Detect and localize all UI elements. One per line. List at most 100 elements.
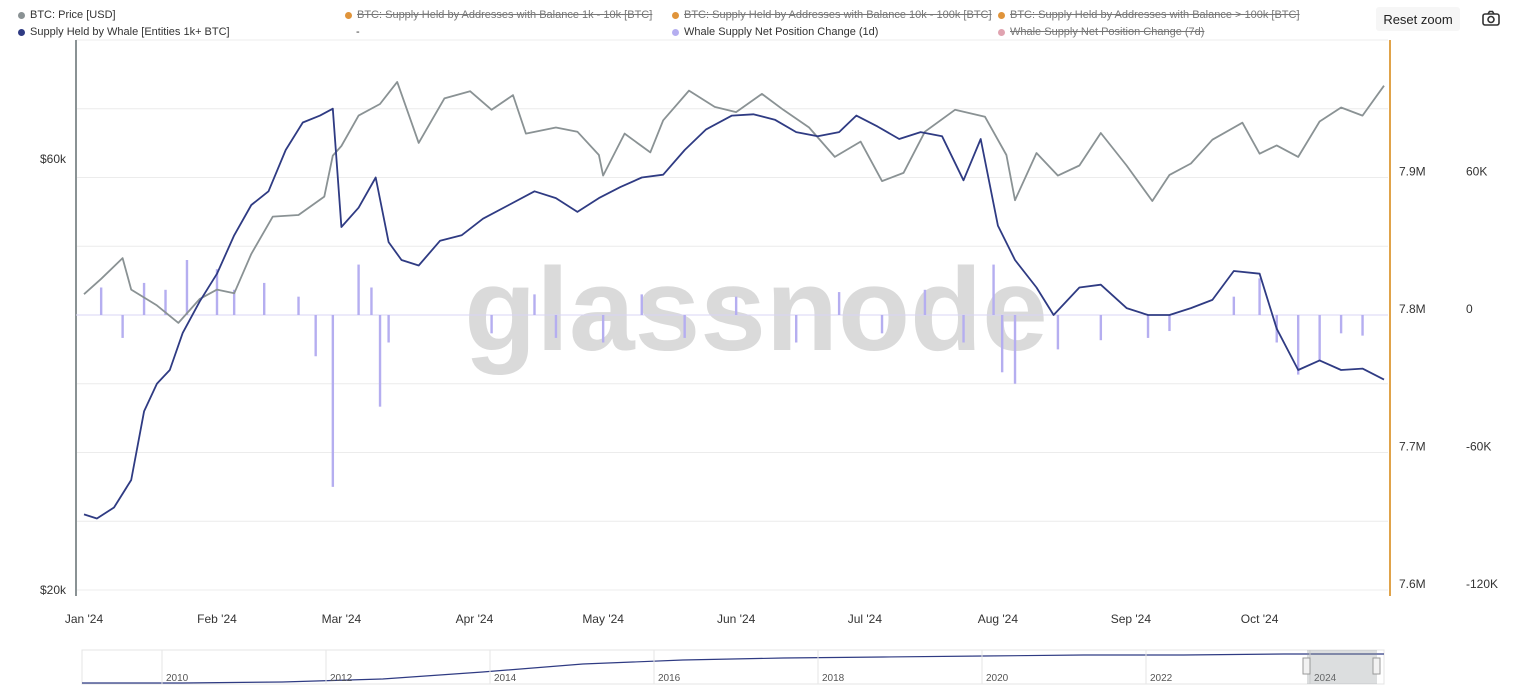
legend-item-net-change-7d[interactable]: Whale Supply Net Position Change (7d) (998, 26, 1204, 38)
bar (1168, 315, 1171, 332)
bar (923, 289, 927, 315)
legend-item-net-change-1d[interactable]: Whale Supply Net Position Change (1d) (672, 26, 878, 38)
bar (1099, 315, 1103, 341)
legend-item-whale-supply[interactable]: Supply Held by Whale [Entities 1k+ BTC] (18, 26, 230, 38)
y-tick-change: -120K (1466, 577, 1498, 591)
bar (1000, 315, 1004, 373)
navigator-handle-right[interactable] (1372, 657, 1381, 675)
y-tick-change: -60K (1466, 440, 1491, 454)
x-tick-label: Jul '24 (848, 612, 883, 626)
bar (1318, 315, 1321, 361)
y-tick-change: 60K (1466, 165, 1487, 179)
legend-dot (998, 28, 1005, 36)
navigator-handle-left[interactable] (1302, 657, 1311, 675)
reset-zoom-button[interactable]: Reset zoom (1376, 7, 1460, 31)
bar (99, 287, 103, 315)
bar (297, 296, 300, 315)
watermark: glassnode (464, 244, 1048, 376)
whale-supply-line (83, 107, 1385, 520)
legend-item-dash: - (356, 26, 360, 38)
legend-dot (672, 28, 679, 36)
legend-dot (18, 28, 25, 36)
navigator-frame (81, 649, 1385, 685)
legend-dot (998, 11, 1005, 19)
bar (640, 294, 643, 315)
legend-dot (345, 11, 352, 19)
bar (378, 315, 382, 407)
legend-dot (672, 11, 679, 19)
legend-label: BTC: Supply Held by Addresses with Balan… (684, 9, 992, 21)
bar (683, 315, 686, 338)
navigator-line (82, 653, 1384, 684)
x-tick-label: Jun '24 (717, 612, 756, 626)
navigator-label: 2022 (1150, 673, 1173, 684)
legend-item-btc-price[interactable]: BTC: Price [USD] (18, 9, 116, 21)
x-tick-label: May '24 (582, 612, 624, 626)
y-tick-change: 0 (1466, 302, 1473, 316)
x-tick-label: Feb '24 (197, 612, 237, 626)
y-tick-supply: 7.8M (1399, 302, 1426, 316)
bar (962, 315, 965, 343)
bar (601, 315, 605, 343)
navigator-label: 2018 (822, 673, 845, 684)
x-tick-label: Jan '24 (65, 612, 104, 626)
bar (370, 287, 373, 315)
navigator-label: 2012 (330, 673, 353, 684)
x-tick-label: Sep '24 (1111, 612, 1152, 626)
bar (262, 282, 266, 315)
price-line (83, 81, 1385, 324)
x-tick-label: Oct '24 (1241, 612, 1279, 626)
bar (1296, 315, 1300, 375)
legend-label: BTC: Supply Held by Addresses with Balan… (1010, 9, 1300, 21)
x-tick-label: Apr '24 (456, 612, 494, 626)
y-tick-supply: 7.7M (1399, 440, 1426, 454)
gridlines (76, 39, 1388, 591)
navigator-label: 2020 (986, 673, 1009, 684)
bar (1339, 315, 1343, 334)
navigator-label: 2014 (494, 673, 517, 684)
bar (215, 269, 219, 315)
legend-item-supply-1k-10k[interactable]: BTC: Supply Held by Addresses with Balan… (345, 9, 652, 21)
legend-label: Supply Held by Whale [Entities 1k+ BTC] (30, 26, 230, 38)
bar (185, 260, 189, 315)
bar (1232, 296, 1236, 315)
y-tick-supply: 7.6M (1399, 577, 1426, 591)
legend-label: - (356, 26, 360, 38)
legend-item-supply-100k-plus[interactable]: BTC: Supply Held by Addresses with Balan… (998, 9, 1300, 21)
chart-legend: BTC: Price [USD] Supply Held by Whale [E… (0, 0, 1370, 40)
bar (232, 289, 236, 315)
bar (880, 315, 884, 334)
y-tick-price: $60k (40, 152, 67, 166)
camera-icon[interactable] (1482, 10, 1500, 26)
bar (357, 264, 360, 315)
legend-dot (18, 11, 25, 19)
navigator-label: 2016 (658, 673, 681, 684)
bar (734, 296, 738, 315)
bar (837, 292, 841, 315)
bar (1361, 315, 1364, 336)
legend-item-supply-10k-100k[interactable]: BTC: Supply Held by Addresses with Balan… (672, 9, 992, 21)
bar (554, 315, 558, 338)
bar (164, 289, 167, 315)
bar (121, 315, 124, 338)
legend-label: Whale Supply Net Position Change (7d) (1010, 26, 1205, 38)
bar (533, 294, 536, 315)
bar (331, 315, 335, 487)
bar (490, 315, 493, 334)
bar (314, 315, 317, 357)
y-tick-price: $20k (40, 583, 67, 597)
navigator-label: 2010 (166, 673, 189, 684)
range-navigator: 2010 2012 2014 2016 2018 2020 2022 2024 (81, 649, 1385, 685)
x-tick-label: Mar '24 (322, 612, 362, 626)
bar (1013, 315, 1017, 384)
bar (1056, 315, 1060, 350)
y-tick-supply: 7.9M (1399, 165, 1426, 179)
navigator-selection (1307, 650, 1377, 684)
bar (992, 264, 995, 315)
bar (795, 315, 798, 343)
bar (1146, 315, 1150, 338)
bar (1258, 278, 1261, 315)
legend-label: BTC: Supply Held by Addresses with Balan… (357, 9, 653, 21)
x-tick-label: Aug '24 (978, 612, 1019, 626)
